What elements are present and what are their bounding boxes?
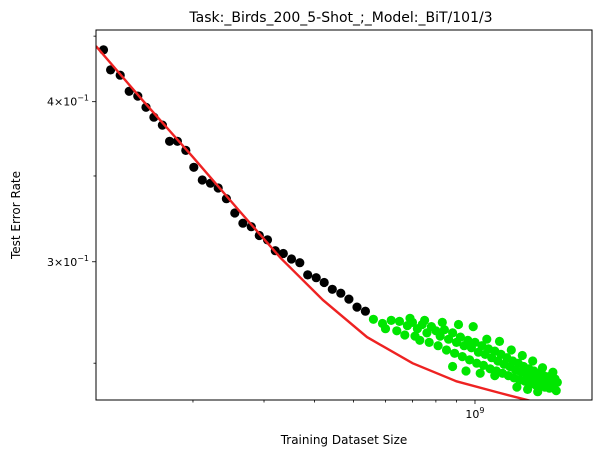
green-data-point-20 [470, 337, 480, 347]
x-axis-label: Training Dataset Size [280, 433, 408, 447]
green-data-point-79 [468, 322, 478, 332]
green-data-point-94 [512, 382, 522, 392]
green-data-point-55 [424, 337, 434, 347]
green-data-point-57 [441, 345, 452, 355]
green-data-point-91 [475, 368, 485, 378]
fit-line [96, 45, 533, 400]
green-data-point-49 [552, 377, 562, 387]
green-data-point-86 [548, 367, 558, 377]
black-data-point-31 [352, 302, 362, 312]
green-data-point-51 [392, 326, 402, 336]
green-data-point-77 [437, 317, 447, 327]
black-data-point-18 [246, 222, 256, 232]
black-data-point-23 [286, 254, 297, 264]
black-data-point-30 [344, 294, 354, 304]
green-data-point-83 [517, 350, 527, 361]
black-data-point-26 [311, 273, 321, 283]
chart-title: Task:_Birds_200_5-Shot_;_Model:_BiT/101/… [188, 10, 492, 26]
green-data-point-93 [490, 371, 500, 381]
green-data-point-14 [448, 328, 458, 338]
axis-ticks: 109 4×10−1 3×10−1 [47, 35, 485, 421]
green-data-point-88 [533, 387, 543, 397]
green-data-point-84 [528, 356, 538, 366]
y-tick-label-1: 3×10−1 [47, 254, 89, 269]
green-data-point-18 [463, 335, 473, 345]
green-data-point-59 [457, 352, 467, 362]
green-data-point-76 [420, 315, 430, 325]
green-data-point-60 [465, 355, 475, 365]
green-data-point-90 [461, 366, 471, 376]
green-data-point-78 [453, 319, 464, 330]
black-data-point-28 [327, 284, 337, 294]
green-data-point-87 [551, 386, 561, 396]
green-data-point-16 [455, 332, 465, 342]
green-data-point-56 [433, 341, 443, 351]
black-data-point-24 [295, 258, 305, 268]
black-data-point-15 [221, 194, 231, 204]
y-tick-label-0: 4×10−1 [47, 94, 89, 109]
green-data-point-50 [380, 324, 391, 334]
green-data-point-89 [523, 384, 533, 394]
green-data-point-12 [439, 325, 449, 335]
green-data-point-52 [400, 330, 410, 340]
black-data-point-25 [303, 270, 313, 280]
black-data-point-8 [165, 136, 175, 146]
green-data-point-54 [415, 335, 425, 345]
black-data-point-16 [230, 208, 240, 218]
black-data-point-7 [157, 120, 167, 130]
black-data-point-27 [319, 277, 329, 288]
green-data-point-82 [506, 345, 516, 355]
green-data-point-3 [394, 316, 405, 326]
green-data-point-58 [450, 348, 460, 358]
green-data-point-80 [482, 334, 492, 344]
black-data-point-17 [238, 218, 248, 228]
black-data-point-11 [189, 162, 199, 172]
green-data-point-85 [537, 363, 548, 373]
green-data-point-75 [405, 313, 415, 323]
black-data-point-22 [278, 248, 288, 259]
plot-area [96, 45, 562, 400]
green-data-point-2 [386, 315, 396, 325]
green-data-point-81 [494, 336, 505, 346]
green-data-point-92 [448, 361, 458, 372]
x-tick-label-0: 109 [465, 406, 484, 421]
green-data-point-0 [368, 314, 378, 324]
y-axis-label: Test Error Rate [9, 171, 23, 260]
black-data-point-12 [197, 175, 207, 185]
black-data-point-29 [336, 288, 346, 298]
plot-frame [95, 29, 593, 401]
black-data-point-32 [360, 306, 370, 316]
black-data-point-1 [106, 65, 116, 75]
